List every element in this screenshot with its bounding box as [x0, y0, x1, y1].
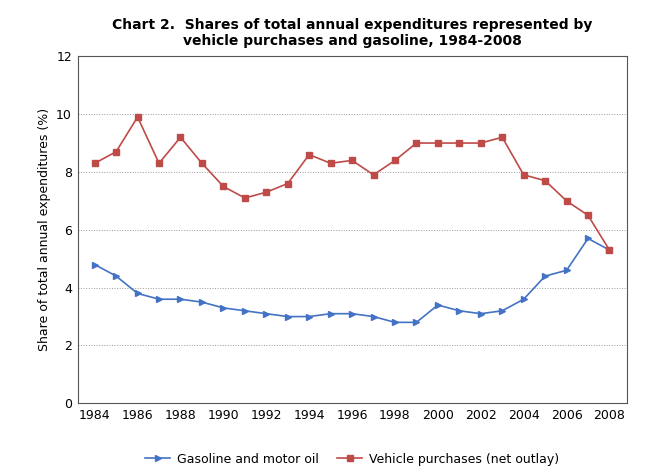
Vehicle purchases (net outlay) [413, 140, 421, 146]
Gasoline and motor oil [241, 308, 249, 314]
Vehicle purchases (net outlay) [241, 195, 249, 201]
Gasoline and motor oil [112, 273, 120, 279]
Gasoline and motor oil [262, 311, 270, 317]
Gasoline and motor oil [477, 311, 484, 317]
Gasoline and motor oil [605, 247, 613, 253]
Gasoline and motor oil [520, 296, 528, 302]
Title: Chart 2.  Shares of total annual expenditures represented by
vehicle purchases a: Chart 2. Shares of total annual expendit… [112, 18, 592, 48]
Gasoline and motor oil [284, 314, 291, 319]
Gasoline and motor oil [220, 305, 227, 311]
Vehicle purchases (net outlay) [455, 140, 463, 146]
Vehicle purchases (net outlay) [584, 212, 592, 218]
Vehicle purchases (net outlay) [198, 160, 206, 166]
Gasoline and motor oil [455, 308, 463, 314]
Gasoline and motor oil [198, 299, 206, 305]
Vehicle purchases (net outlay) [176, 135, 184, 140]
Vehicle purchases (net outlay) [327, 160, 335, 166]
Gasoline and motor oil [155, 296, 163, 302]
Vehicle purchases (net outlay) [563, 198, 570, 204]
Gasoline and motor oil [413, 319, 421, 325]
Gasoline and motor oil [563, 267, 570, 273]
Line: Vehicle purchases (net outlay): Vehicle purchases (net outlay) [92, 114, 612, 253]
Gasoline and motor oil [327, 311, 335, 317]
Gasoline and motor oil [134, 291, 141, 296]
Vehicle purchases (net outlay) [306, 152, 313, 158]
Vehicle purchases (net outlay) [370, 172, 377, 178]
Vehicle purchases (net outlay) [391, 158, 399, 163]
Vehicle purchases (net outlay) [520, 172, 528, 178]
Y-axis label: Share of total annual expenditures (%): Share of total annual expenditures (%) [37, 108, 50, 351]
Vehicle purchases (net outlay) [134, 114, 141, 120]
Gasoline and motor oil [584, 236, 592, 242]
Gasoline and motor oil [541, 273, 549, 279]
Gasoline and motor oil [498, 308, 506, 314]
Vehicle purchases (net outlay) [155, 160, 163, 166]
Legend: Gasoline and motor oil, Vehicle purchases (net outlay): Gasoline and motor oil, Vehicle purchase… [140, 448, 564, 469]
Vehicle purchases (net outlay) [541, 178, 549, 183]
Vehicle purchases (net outlay) [262, 189, 270, 195]
Gasoline and motor oil [391, 319, 399, 325]
Vehicle purchases (net outlay) [477, 140, 484, 146]
Gasoline and motor oil [176, 296, 184, 302]
Vehicle purchases (net outlay) [284, 181, 291, 186]
Gasoline and motor oil [348, 311, 356, 317]
Gasoline and motor oil [434, 302, 442, 308]
Vehicle purchases (net outlay) [605, 247, 613, 253]
Gasoline and motor oil [306, 314, 313, 319]
Vehicle purchases (net outlay) [91, 160, 99, 166]
Gasoline and motor oil [91, 262, 99, 267]
Vehicle purchases (net outlay) [220, 184, 227, 189]
Vehicle purchases (net outlay) [498, 135, 506, 140]
Vehicle purchases (net outlay) [348, 158, 356, 163]
Vehicle purchases (net outlay) [434, 140, 442, 146]
Line: Gasoline and motor oil: Gasoline and motor oil [92, 236, 612, 325]
Vehicle purchases (net outlay) [112, 149, 120, 155]
Gasoline and motor oil [370, 314, 377, 319]
